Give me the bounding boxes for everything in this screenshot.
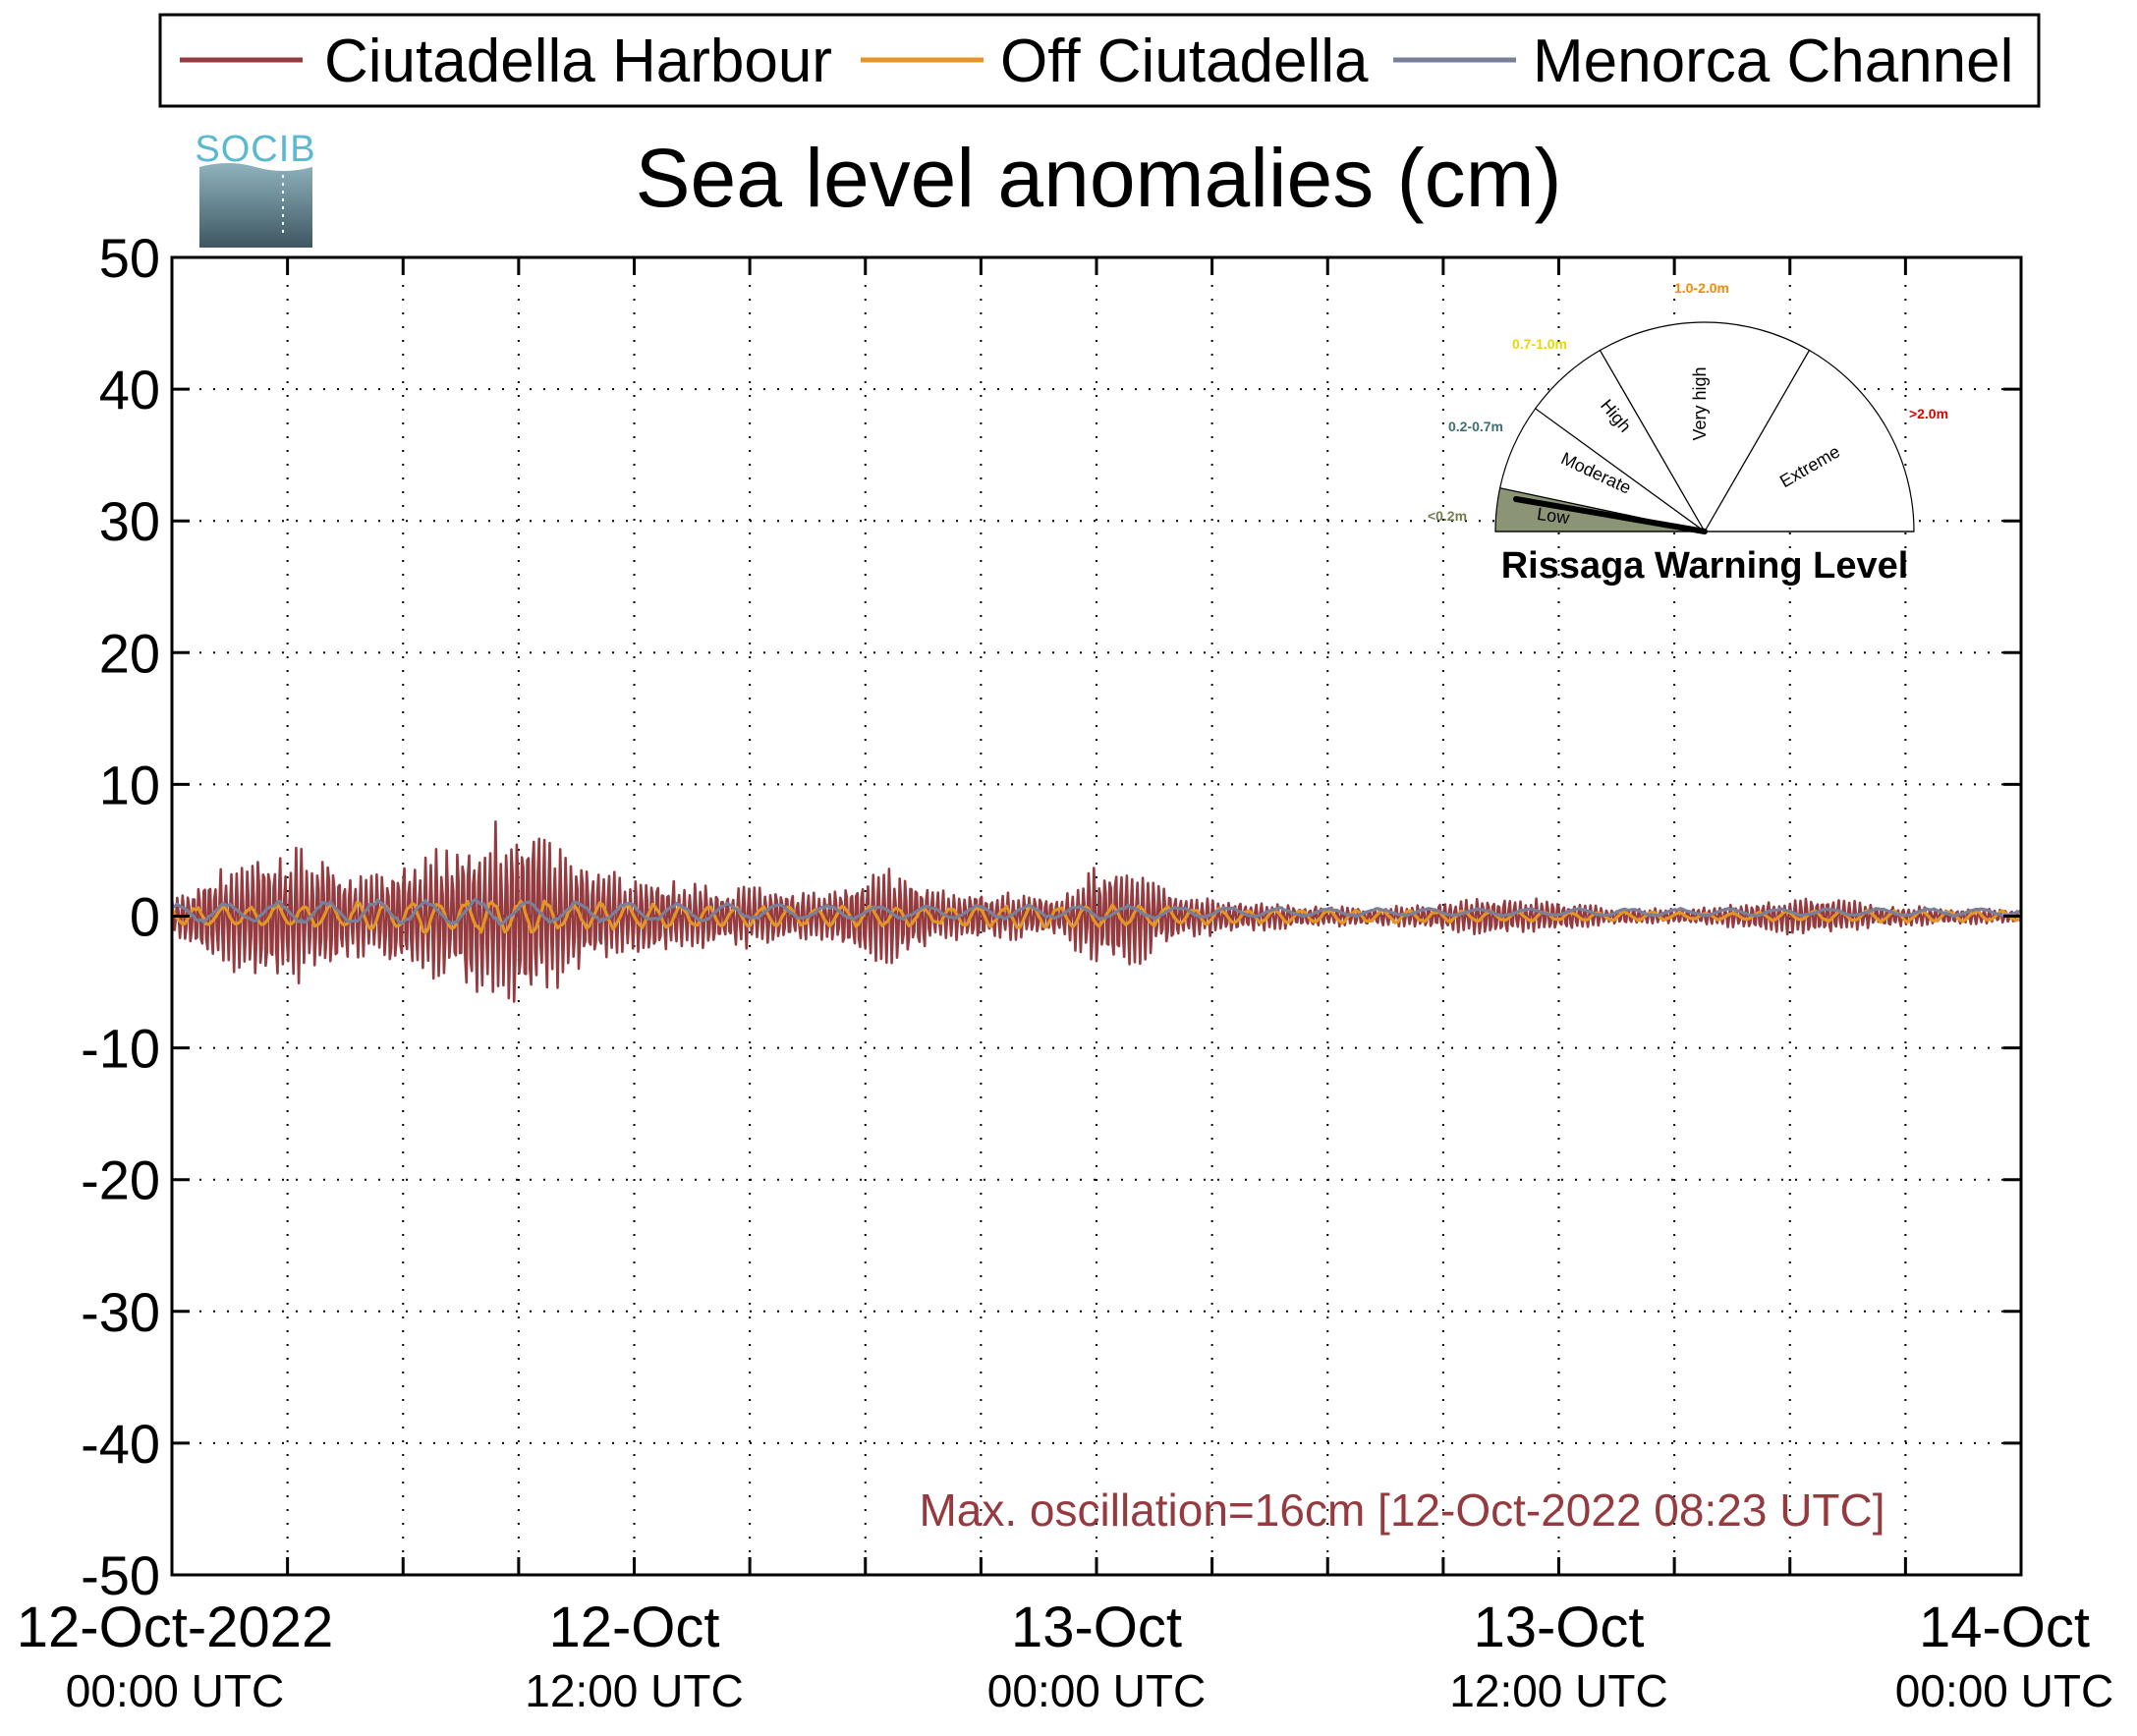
gauge-range-4: >2.0m	[1909, 406, 1948, 421]
y-tick-label: -30	[81, 1281, 160, 1343]
legend-box	[158, 13, 2041, 108]
gauge-range-3: 1.0-2.0m	[1674, 280, 1729, 296]
gauge-sector-extreme	[1703, 349, 1915, 532]
x-axis-labels: 12-Oct-2022 00:00 UTC 12-Oct 12:00 UTC 13-Oc…	[17, 1596, 2113, 1716]
x-tick-label-date: 14-Oct	[1919, 1596, 2090, 1659]
legend-label-0: Ciutadella Harbour	[324, 28, 832, 95]
y-tick-label: 0	[130, 886, 160, 948]
y-tick-label: 20	[99, 622, 160, 684]
legend-label-1: Off Ciutadella	[1000, 28, 1369, 95]
x-tick-label-date: 13-Oct	[1473, 1596, 1644, 1659]
x-tick-label-time: 00:00 UTC	[66, 1665, 284, 1716]
legend: Ciutadella Harbour Off Ciutadella Menorca …	[158, 13, 2041, 108]
series-line-off-ciutadella	[170, 899, 2022, 934]
max-oscillation-annotation: Max. oscillation=16cm [12-Oct-2022 08:23…	[919, 1484, 1884, 1536]
x-tick-label-time: 12:00 UTC	[1449, 1665, 1667, 1716]
chart-title: Sea level anomalies (cm)	[635, 132, 1561, 224]
gauge-range-0: <0.2m	[1428, 508, 1467, 524]
legend-label-2: Menorca Channel	[1533, 28, 2013, 95]
x-tick-label-time: 00:00 UTC	[1895, 1665, 2113, 1716]
x-tick-label-date: 12-Oct-2022	[17, 1596, 333, 1659]
gauge-title: Rissaga Warning Level	[1501, 545, 1909, 587]
legend-items: Ciutadella Harbour Off Ciutadella Menorca …	[180, 28, 2013, 95]
gauge-range-2: 0.7-1.0m	[1512, 336, 1567, 352]
y-tick-label: -20	[81, 1149, 160, 1211]
x-tick-label-time: 12:00 UTC	[525, 1665, 743, 1716]
x-tick-label-time: 00:00 UTC	[987, 1665, 1206, 1716]
x-tick-label-date: 12-Oct	[548, 1596, 719, 1659]
gauge-label-very-high: Very high	[1690, 366, 1710, 440]
logo-text: SOCIB	[195, 129, 315, 170]
y-tick-label: 30	[99, 490, 160, 552]
x-tick-label-date: 13-Oct	[1011, 1596, 1182, 1659]
y-axis-labels: 50 40 30 20 10 0 -10 -20 -30 -40 -50	[81, 227, 160, 1606]
gauge-needle	[1513, 496, 1708, 534]
gauge-range-1: 0.2-0.7m	[1448, 419, 1503, 434]
y-tick-label: -40	[81, 1413, 160, 1475]
y-tick-label: -50	[81, 1544, 160, 1606]
gauge-sector-very-high	[1599, 321, 1811, 533]
y-tick-label: 50	[99, 227, 160, 289]
logo-wave	[199, 163, 312, 248]
y-tick-label: -10	[81, 1018, 160, 1080]
axis-ticks	[172, 257, 2021, 1575]
series-layer	[170, 820, 2023, 1003]
series-line-menorca-channel	[171, 897, 2022, 926]
y-tick-label: 10	[99, 754, 160, 815]
y-tick-label: 40	[99, 359, 160, 420]
socib-logo-icon: SOCIB	[195, 129, 315, 248]
